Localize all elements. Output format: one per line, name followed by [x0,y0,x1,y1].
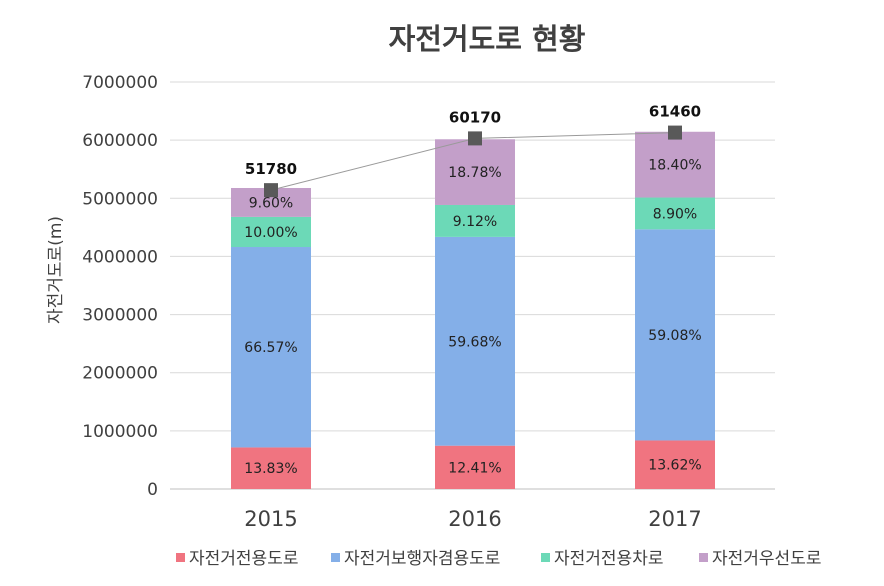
y-tick-label: 3000000 [82,306,158,326]
total-marker [468,131,482,146]
total-line: 51780 60170 61460 [245,103,701,198]
data-label: 9.60% [249,195,293,211]
bar-segment [435,139,515,205]
data-label: 18.40% [648,158,701,174]
bar-segment [435,204,515,237]
y-tick-label: 6000000 [82,131,158,151]
y-tick-label: 4000000 [82,247,158,267]
legend-label: 자전거우선도로 [712,549,821,569]
legend-swatch [541,553,550,562]
data-label: 59.08% [648,328,701,344]
x-tick-label: 2016 [448,507,501,531]
data-label: 12.41% [448,460,501,476]
bar-segment [231,216,311,248]
total-label: 60170 [449,108,501,126]
legend-label: 자전거전용도로 [189,549,298,569]
data-label: 8.90% [653,206,697,222]
legend-swatch [331,553,340,562]
x-axis-ticks: 2015 2016 2017 [244,507,701,531]
data-label: 9.12% [453,214,497,230]
data-label: 18.78% [448,165,501,181]
y-tick-label: 5000000 [82,189,158,209]
y-tick-label: 2000000 [82,364,158,384]
bar-segment [435,445,515,489]
data-label: 66.57% [244,340,297,356]
data-label: 13.83% [244,461,297,477]
x-tick-label: 2015 [244,507,297,531]
bar-segment [435,236,515,446]
bars: 13.83% 66.57% 10.00% 9.60% 12.41% 59.68% 9.12%… [231,131,715,489]
y-tick-label: 1000000 [82,422,158,442]
data-label: 13.62% [648,458,701,474]
y-axis-label: 자전거도로(m) [46,216,66,324]
y-axis-ticks: 0 1000000 2000000 3000000 4000000 5000000 6000… [82,73,158,500]
y-tick-label: 0 [147,480,158,500]
legend-swatch [699,553,708,562]
x-tick-label: 2017 [648,507,701,531]
data-label: 59.68% [448,334,501,350]
bar-segment [231,447,311,489]
bar-segment [231,247,311,448]
legend-label: 자전거전용차로 [554,549,663,569]
legend-label: 자전거보행자겸용도로 [344,549,500,569]
total-marker [264,183,278,198]
bar-segment [635,440,715,489]
chart-title: 자전거도로 현황 [389,22,586,56]
data-label: 10.00% [244,225,297,241]
bar-segment [635,229,715,441]
total-label: 51780 [245,160,297,178]
bar-segment [635,197,715,230]
total-marker [668,125,682,140]
total-label: 61460 [649,103,701,121]
bar-segment [635,131,715,198]
y-tick-label: 7000000 [82,73,158,93]
legend: 자전거전용도로 자전거보행자겸용도로 자전거전용차로 자전거우선도로 [176,549,821,569]
legend-swatch [176,553,185,562]
